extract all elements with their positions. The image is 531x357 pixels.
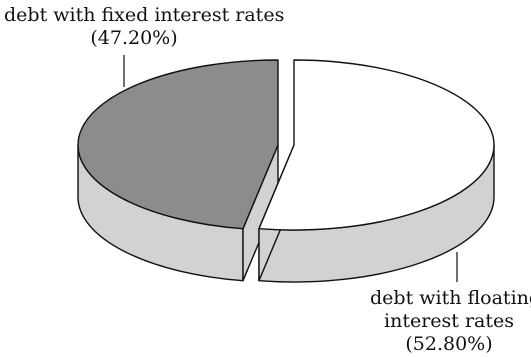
slice-top-floating [258,59,495,231]
slice-label-fixed-line-2: (47.20%) [90,27,178,49]
slice-label-floating-debt: debt with floating interest rates (52.80… [370,287,531,356]
slice-label-fixed-line-1: debt with fixed interest rates [4,4,285,26]
slice-label-fixed-debt: debt with fixed interest rates (47.20%) [4,4,285,50]
slice-top-fixed [77,59,279,230]
slice-label-floating-line-3: (52.80%) [405,333,493,355]
slice-label-floating-line-1: debt with floating [370,287,531,309]
slice-label-floating-line-2: interest rates [384,310,514,332]
